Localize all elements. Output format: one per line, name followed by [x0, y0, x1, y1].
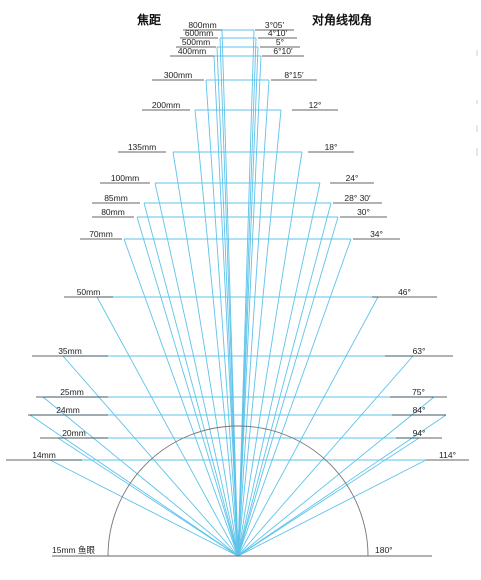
angle-label-6: 18°: [325, 142, 338, 152]
angle-label-2: 5°: [276, 37, 284, 47]
focal-label-13: 25mm: [60, 387, 84, 397]
angle-label-9: 30°: [357, 207, 370, 217]
focal-label-12: 35mm: [58, 346, 82, 356]
ray-right-14: [237, 414, 447, 557]
ray-left-6: [172, 151, 239, 557]
ray-right-7: [237, 182, 321, 557]
angle-label-1: 4°10′: [268, 28, 288, 38]
ray-left-5: [194, 109, 239, 557]
ray-left-2: [216, 46, 239, 557]
focal-label-1: 600mm: [185, 28, 213, 38]
focal-label-11: 50mm: [77, 287, 101, 297]
header-diagonal-angle: 对角线视角: [312, 12, 372, 27]
focal-label-7: 100mm: [111, 173, 139, 183]
focal-label-0: 800mm: [188, 20, 216, 30]
frame-bars: [30, 29, 446, 461]
ray-left-7: [154, 182, 239, 557]
angle-label-16: 114°: [439, 450, 456, 460]
angle-label-7: 24°: [346, 173, 359, 183]
angle-label-5: 12°: [309, 100, 322, 110]
ray-left-12: [62, 355, 239, 557]
angle-label-11: 46°: [398, 287, 411, 297]
ray-left-14: [29, 414, 239, 557]
fisheye-arc: [107, 425, 369, 557]
ray-right-16: [237, 459, 427, 557]
ray-left-11: [96, 296, 239, 557]
focal-label-3: 400mm: [178, 46, 206, 56]
ray-left-16: [49, 459, 239, 557]
ray-left-4: [205, 79, 239, 557]
angle-label-15: 94°: [413, 428, 426, 438]
fisheye-angle-label: 180°: [375, 545, 393, 555]
ray-right-3: [237, 55, 262, 557]
focal-label-15: 20mm: [62, 428, 86, 438]
focal-label-5: 200mm: [152, 100, 180, 110]
angle-label-8: 28° 30′: [344, 193, 371, 203]
ray-right-9: [237, 216, 339, 557]
ray-right-13: [237, 396, 435, 557]
angle-label-4: 8°15′: [284, 70, 304, 80]
ray-right-4: [237, 79, 270, 557]
focal-label-4: 300mm: [164, 70, 192, 80]
ray-left-15: [57, 437, 239, 557]
angle-label-0: 3°05′: [265, 20, 285, 30]
lens-labels: 800mm 3°05′ 600mm 4°10′ 500mm 5° 400mm 6°10′ 300…: [6, 20, 469, 461]
angle-label-3: 6°10′: [273, 46, 293, 56]
ray-right-15: [237, 437, 420, 557]
focal-label-8: 85mm: [104, 193, 128, 203]
ray-right-10: [237, 238, 352, 557]
ray-right-11: [237, 296, 379, 557]
fisheye-group: 15mm 鱼眼 180°: [52, 425, 432, 557]
angle-label-10: 34°: [370, 229, 383, 239]
ray-right-6: [237, 151, 303, 557]
ray-right-2: [237, 46, 259, 557]
ray-right-12: [237, 355, 414, 557]
ray-left-13: [42, 396, 239, 557]
focal-label-14: 24mm: [56, 405, 80, 415]
ray-left-3: [213, 55, 239, 557]
ray-right-8: [237, 202, 332, 557]
angle-label-12: 63°: [413, 346, 426, 356]
focal-label-9: 80mm: [101, 207, 125, 217]
focal-label-6: 135mm: [128, 142, 156, 152]
header-focal-length: 焦距: [136, 12, 161, 27]
ray-left-8: [143, 202, 239, 557]
focal-label-10: 70mm: [89, 229, 113, 239]
fisheye-focal-label: 15mm 鱼眼: [52, 545, 95, 555]
ray-left-10: [123, 238, 239, 557]
ray-right-5: [237, 109, 282, 557]
focal-label-16: 14mm: [32, 450, 56, 460]
ray-lines: [29, 29, 447, 557]
focal-label-2: 500mm: [182, 37, 210, 47]
ray-left-9: [136, 216, 239, 557]
angle-label-14: 84°: [413, 405, 426, 415]
angle-label-13: 75°: [412, 387, 425, 397]
